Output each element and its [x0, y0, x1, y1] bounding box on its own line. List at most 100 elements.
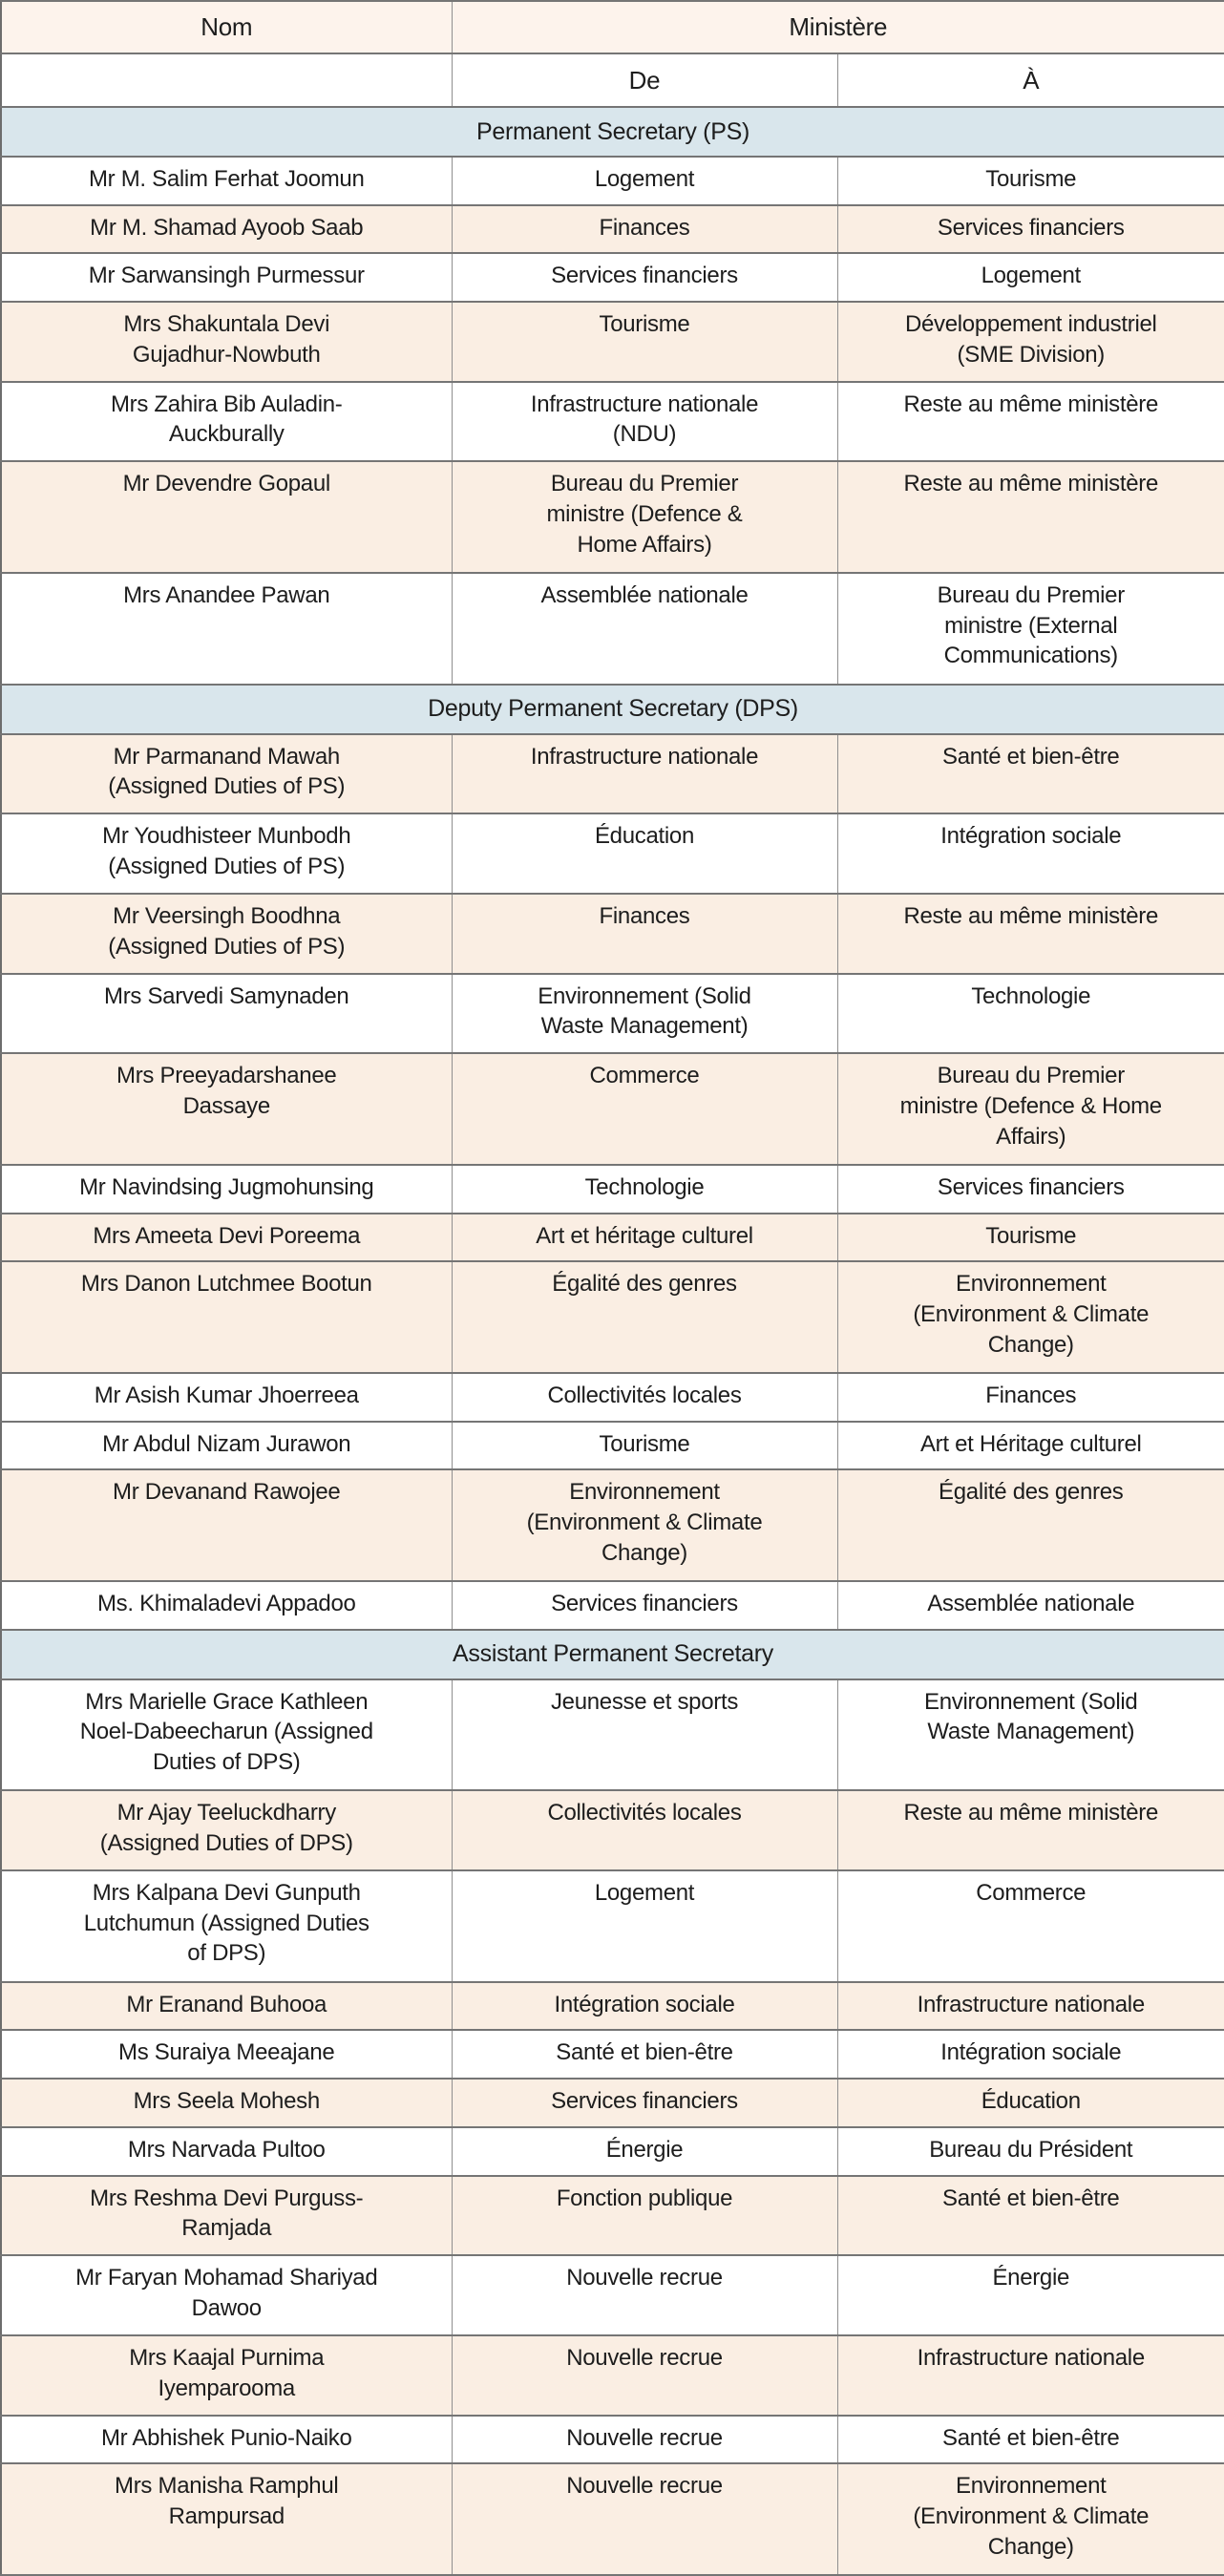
name-cell: Mr Abdul Nizam Jurawon — [0, 1420, 453, 1471]
a-cell: Énergie — [836, 2254, 1224, 2336]
table-row: Mr Asish Kumar Jhoerreea Collectivités lo… — [0, 1372, 1224, 1423]
table-row: Mr Parmanand Mawah (Assigned Duties of P… — [0, 732, 1224, 815]
table-row: Mr Abhishek Punio-Naiko Nouvelle recrue Sa… — [0, 2414, 1224, 2465]
de-cell: Intégration sociale — [451, 1980, 838, 2032]
de-cell: Égalité des genres — [451, 1260, 838, 1375]
table-row: Mr Sarwansingh Purmessur Services financi… — [0, 252, 1224, 304]
a-cell: Intégration sociale — [836, 813, 1224, 896]
section-title: Permanent Secretary (PS) — [0, 106, 1224, 158]
a-cell: Environnement (Environment & Climate Cha… — [836, 1260, 1224, 1375]
a-cell: Bureau du Premier ministre (External Com… — [836, 572, 1224, 686]
a-cell: Services financiers — [836, 203, 1224, 255]
table-row: Mr M. Salim Ferhat Joomun Logement Tourism… — [0, 156, 1224, 206]
table-row: Mr Abdul Nizam Jurawon Tourisme Art et Hér… — [0, 1420, 1224, 1471]
a-cell: Commerce — [836, 1869, 1224, 1983]
section-row: Assistant Permanent Secretary — [0, 1628, 1224, 1680]
header-row-sub: De À — [0, 53, 1224, 108]
name-cell: Mrs Narvada Pultoo — [0, 2125, 453, 2177]
table-row: Mrs Marielle Grace Kathleen Noel-Dabeech… — [0, 1678, 1224, 1792]
a-cell: Services financiers — [836, 1164, 1224, 1214]
table-row: Mrs Anandee Pawan Assemblée nationale Bure… — [0, 572, 1224, 686]
name-cell: Mrs Shakuntala Devi Gujadhur-Nowbuth — [0, 301, 453, 383]
section-row: Deputy Permanent Secretary (DPS) — [0, 683, 1224, 735]
de-cell: Jeunesse et sports — [451, 1678, 838, 1792]
section-title: Deputy Permanent Secretary (DPS) — [0, 683, 1224, 735]
table-row: Mr Devanand Rawojee Environnement (Enviro… — [0, 1468, 1224, 1583]
a-cell: Intégration sociale — [836, 2029, 1224, 2080]
name-cell: Mr Youdhisteer Munbodh (Assigned Duties … — [0, 813, 453, 896]
table-row: Mrs Shakuntala Devi Gujadhur-Nowbuth Tour… — [0, 301, 1224, 383]
table-row: Mrs Sarvedi Samynaden Environnement (Soli… — [0, 972, 1224, 1055]
de-cell: Logement — [451, 156, 838, 206]
name-cell: Mrs Sarvedi Samynaden — [0, 972, 453, 1055]
name-cell: Mr Eranand Buhooa — [0, 1980, 453, 2032]
table-row: Mrs Ameeta Devi Poreema Art et héritage c… — [0, 1212, 1224, 1263]
name-cell: Mrs Anandee Pawan — [0, 572, 453, 686]
de-cell: Finances — [451, 893, 838, 975]
de-cell: Services financiers — [451, 1580, 838, 1631]
de-cell: Fonction publique — [451, 2174, 838, 2257]
a-cell: Développement industriel (SME Division) — [836, 301, 1224, 383]
a-cell: Environnement (Solid Waste Management) — [836, 1678, 1224, 1792]
a-cell: Santé et bien-être — [836, 2174, 1224, 2257]
table-row: Mrs Manisha Ramphul Rampursad Nouvelle re… — [0, 2462, 1224, 2576]
a-cell: Santé et bien-être — [836, 2414, 1224, 2465]
a-cell: Infrastructure nationale — [836, 2333, 1224, 2417]
a-cell: Tourisme — [836, 156, 1224, 206]
table-row: Mrs Preeyadarshanee Dassaye Commerce Burea… — [0, 1052, 1224, 1167]
de-cell: Collectivités locales — [451, 1372, 838, 1423]
name-cell: Mrs Manisha Ramphul Rampursad — [0, 2462, 453, 2576]
de-cell: Assemblée nationale — [451, 572, 838, 686]
name-cell: Mr M. Shamad Ayoob Saab — [0, 203, 453, 255]
table-row: Mrs Kaajal Purnima Iyemparooma Nouvelle r… — [0, 2333, 1224, 2417]
name-cell: Mrs Ameeta Devi Poreema — [0, 1212, 453, 1263]
table-row: Mrs Seela Mohesh Services financiers Éduca… — [0, 2078, 1224, 2128]
name-cell: Mr Navindsing Jugmohunsing — [0, 1164, 453, 1214]
name-cell: Mr Faryan Mohamad Shariyad Dawoo — [0, 2254, 453, 2336]
de-cell: Logement — [451, 1869, 838, 1983]
a-cell: Égalité des genres — [836, 1468, 1224, 1583]
de-cell: Technologie — [451, 1164, 838, 1214]
column-header-ministere: Ministère — [451, 0, 1224, 54]
name-cell: Mrs Zahira Bib Auladin- Auckburally — [0, 380, 453, 463]
name-cell: Mr Parmanand Mawah (Assigned Duties of P… — [0, 732, 453, 815]
name-cell: Mrs Reshma Devi Purguss- Ramjada — [0, 2174, 453, 2257]
de-cell: Nouvelle recrue — [451, 2462, 838, 2576]
a-cell: Art et Héritage culturel — [836, 1420, 1224, 1471]
de-cell: Nouvelle recrue — [451, 2254, 838, 2336]
table-row: Mr Ajay Teeluckdharry (Assigned Duties o… — [0, 1789, 1224, 1872]
table-row: Ms Suraiya Meeajane Santé et bien-être Int… — [0, 2029, 1224, 2080]
de-cell: Collectivités locales — [451, 1789, 838, 1872]
a-cell: Tourisme — [836, 1212, 1224, 1263]
de-cell: Environnement (Solid Waste Management) — [451, 972, 838, 1055]
de-cell: Tourisme — [451, 1420, 838, 1471]
de-cell: Services financiers — [451, 2078, 838, 2128]
table-row: Mrs Kalpana Devi Gunputh Lutchumun (Assi… — [0, 1869, 1224, 1983]
table-body: Permanent Secretary (PS) Mr M. Salim Ferh… — [0, 106, 1224, 2576]
table-row: Mr Youdhisteer Munbodh (Assigned Duties … — [0, 813, 1224, 896]
a-cell: Reste au même ministère — [836, 893, 1224, 975]
table-row: Ms. Khimaladevi Appadoo Services financie… — [0, 1580, 1224, 1631]
a-cell: Finances — [836, 1372, 1224, 1423]
de-cell: Nouvelle recrue — [451, 2414, 838, 2465]
table-row: Mr Eranand Buhooa Intégration sociale Infr… — [0, 1980, 1224, 2032]
a-cell: Assemblée nationale — [836, 1580, 1224, 1631]
table-row: Mrs Narvada Pultoo Énergie Bureau du Prési… — [0, 2125, 1224, 2177]
de-cell: Éducation — [451, 813, 838, 896]
a-cell: Reste au même ministère — [836, 380, 1224, 463]
name-cell: Mrs Preeyadarshanee Dassaye — [0, 1052, 453, 1167]
name-cell: Ms. Khimaladevi Appadoo — [0, 1580, 453, 1631]
a-cell: Reste au même ministère — [836, 460, 1224, 575]
a-cell: Santé et bien-être — [836, 732, 1224, 815]
name-cell: Mr Veersingh Boodhna (Assigned Duties of… — [0, 893, 453, 975]
name-cell: Mrs Danon Lutchmee Bootun — [0, 1260, 453, 1375]
section-title: Assistant Permanent Secretary — [0, 1628, 1224, 1680]
name-cell: Mr M. Salim Ferhat Joomun — [0, 156, 453, 206]
a-cell: Infrastructure nationale — [836, 1980, 1224, 2032]
de-cell: Infrastructure nationale — [451, 732, 838, 815]
table-row: Mrs Zahira Bib Auladin- Auckburally Infra… — [0, 380, 1224, 463]
name-cell: Mrs Seela Mohesh — [0, 2078, 453, 2128]
table-row: Mrs Danon Lutchmee Bootun Égalité des gen… — [0, 1260, 1224, 1375]
name-cell: Mr Abhishek Punio-Naiko — [0, 2414, 453, 2465]
